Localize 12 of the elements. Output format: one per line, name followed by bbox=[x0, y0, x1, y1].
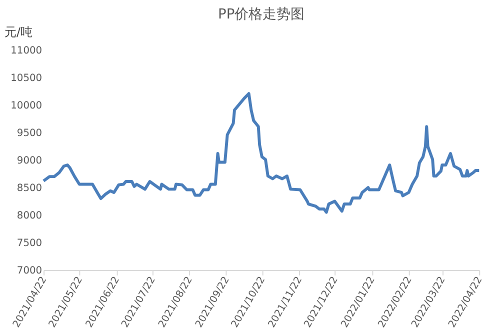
y-tick-label: 11000 bbox=[10, 46, 42, 57]
y-tick-label: 8000 bbox=[16, 210, 42, 222]
y-tick-label: 9500 bbox=[16, 128, 42, 140]
y-tick-label: 10500 bbox=[10, 73, 42, 84]
y-tick-label: 7000 bbox=[16, 265, 42, 276]
y-tick-label: 9000 bbox=[16, 156, 42, 167]
y-tick-label: 8500 bbox=[16, 183, 42, 194]
line-series bbox=[42, 92, 481, 214]
y-axis-title: 元/吨 bbox=[4, 24, 32, 39]
chart-title: PP价格走势图 bbox=[218, 6, 305, 23]
y-tick-label: 7500 bbox=[16, 238, 42, 249]
y-tick-label: 10000 bbox=[10, 100, 42, 112]
